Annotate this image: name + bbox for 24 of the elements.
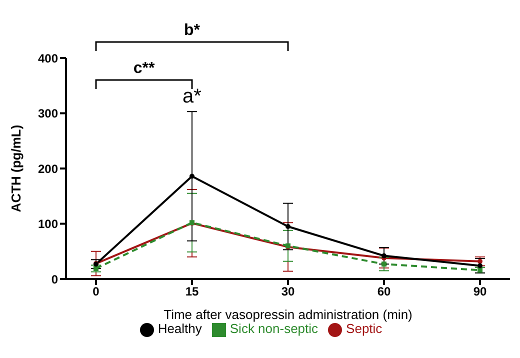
x-axis-title: Time after vasopressin administration (min) — [164, 307, 412, 322]
point — [478, 258, 482, 264]
annotation: a* — [182, 86, 202, 108]
y-tick-label: 100 — [38, 217, 58, 232]
y-tick-label: 400 — [38, 51, 58, 66]
y-tick-label: 300 — [38, 106, 58, 121]
y-axis-title: ACTH (pg/mL) — [8, 124, 24, 212]
x-tick-label: 0 — [92, 284, 100, 299]
point — [382, 253, 386, 258]
legend-label: Sick non-septic — [230, 321, 318, 336]
annotation: c** — [133, 60, 156, 77]
y-tick-label: 200 — [38, 162, 58, 176]
point — [190, 174, 194, 179]
x-tick-label: 90 — [473, 284, 487, 299]
x-tick-label: 15 — [185, 284, 199, 299]
x-tick-label: 30 — [281, 284, 295, 299]
legend-label: Septic — [346, 321, 382, 336]
x-tick-label: 60 — [377, 284, 391, 299]
point — [382, 262, 386, 267]
point — [286, 224, 290, 230]
legend-label: Healthy — [158, 321, 202, 336]
y-tick-label: 0 — [51, 272, 58, 286]
text: b* — [184, 22, 201, 39]
point — [478, 263, 482, 268]
